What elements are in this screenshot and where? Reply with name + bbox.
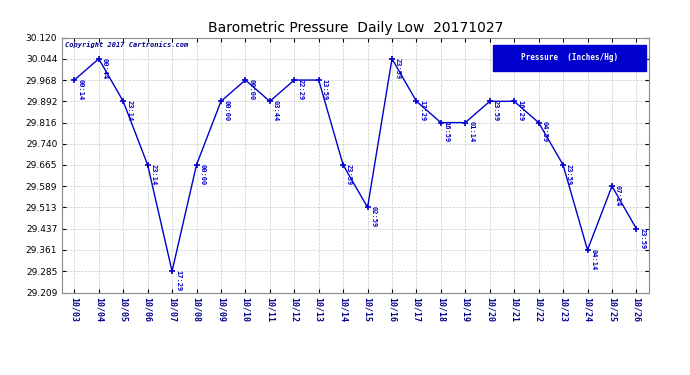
Text: 17:29: 17:29	[420, 100, 425, 122]
Text: 22:29: 22:29	[297, 79, 303, 100]
Text: 00:14: 00:14	[77, 79, 83, 100]
Text: Copyright 2017 Cartronics.com: Copyright 2017 Cartronics.com	[65, 41, 188, 48]
Text: 23:59: 23:59	[566, 164, 572, 185]
Text: 23:59: 23:59	[493, 100, 499, 122]
Text: 13:59: 13:59	[322, 79, 328, 100]
Text: 07:14: 07:14	[615, 185, 621, 206]
Text: 04:14: 04:14	[591, 249, 596, 270]
Text: 02:59: 02:59	[371, 206, 377, 228]
Text: 17:29: 17:29	[175, 270, 181, 291]
Text: 00:00: 00:00	[224, 100, 230, 122]
Bar	[493, 45, 646, 70]
Text: 23:59: 23:59	[346, 164, 352, 185]
Text: 23:59: 23:59	[395, 58, 401, 79]
Text: 00:00: 00:00	[199, 164, 206, 185]
Text: 04:59: 04:59	[542, 122, 548, 143]
Title: Barometric Pressure  Daily Low  20171027: Barometric Pressure Daily Low 20171027	[208, 21, 503, 35]
Text: 23:14: 23:14	[126, 100, 132, 122]
Text: 16:59: 16:59	[444, 122, 450, 143]
Text: 00:00: 00:00	[248, 79, 255, 100]
Text: 01:14: 01:14	[469, 122, 474, 143]
Text: 16:29: 16:29	[517, 100, 523, 122]
Text: Pressure  (Inches/Hg): Pressure (Inches/Hg)	[521, 53, 618, 62]
Text: 23:14: 23:14	[150, 164, 157, 185]
Text: 00:44: 00:44	[101, 58, 108, 79]
Text: 23:59: 23:59	[640, 228, 645, 249]
Text: 03:44: 03:44	[273, 100, 279, 122]
